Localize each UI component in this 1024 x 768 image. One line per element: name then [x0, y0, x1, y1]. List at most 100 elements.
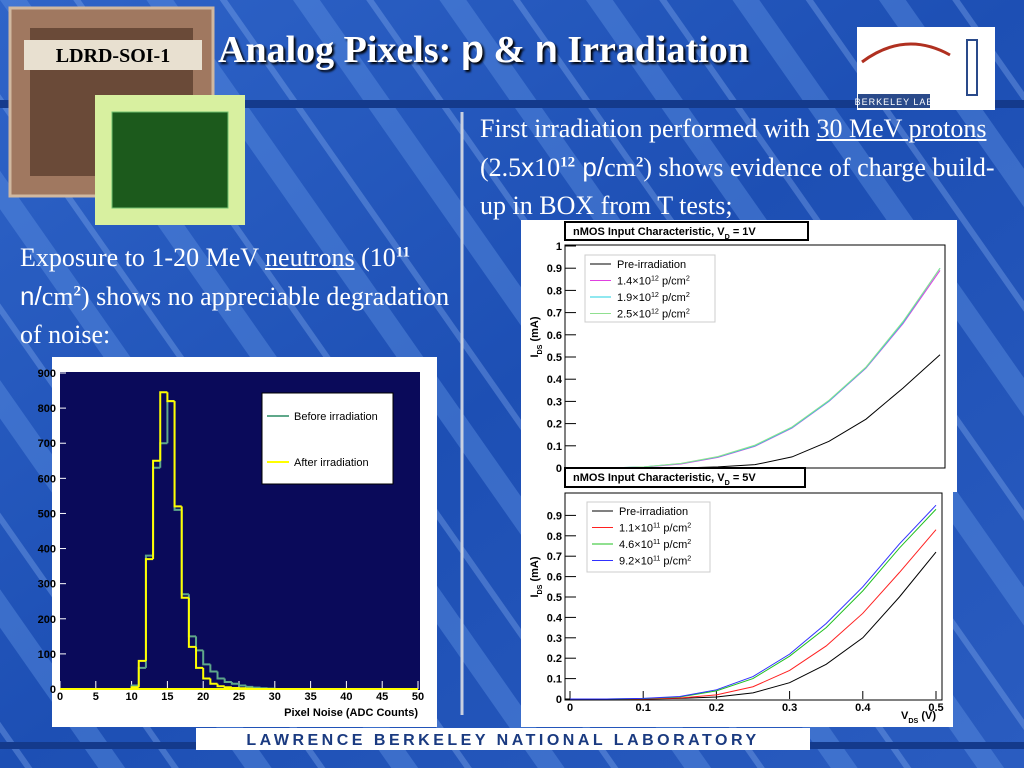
text-run: 12	[560, 154, 576, 171]
x-tick-label: 15	[161, 691, 173, 703]
hist-bin	[209, 678, 218, 685]
y-tick-label: 0.6	[547, 572, 562, 584]
x-tick-label: 0.4	[855, 702, 871, 714]
text-run: 1.9×10	[617, 292, 651, 304]
legend-label: 1.9×1012 p/cm2	[617, 291, 690, 304]
logo-label: BERKELEY LAB	[855, 97, 934, 107]
text-run: Pre-irradiation	[619, 506, 688, 518]
legend-label: 2.5×1012 p/cm2	[617, 308, 690, 321]
y-tick-label: 0	[556, 694, 562, 706]
text-run: &	[484, 29, 535, 71]
y-tick-label: 0.3	[547, 633, 562, 645]
text-run: 2	[687, 555, 691, 563]
text-run: 11	[653, 538, 660, 546]
text-run: 11	[395, 244, 410, 261]
text-run: 12	[651, 275, 659, 283]
text-run: 9.2×10	[619, 556, 653, 568]
series-line	[570, 504, 937, 700]
text-run: nMOS Input Characteristic, V	[573, 226, 725, 238]
y-tick-label: 0.6	[547, 330, 562, 342]
text-run: (mA)	[529, 316, 541, 344]
text-run: ) shows evidence of charge build-up in B…	[480, 153, 995, 220]
logo-arc	[861, 42, 951, 64]
y-tick-label: 0.5	[547, 352, 562, 364]
y-tick-label: 0.7	[547, 308, 562, 320]
text-run: 1.4×10	[617, 276, 651, 288]
y-axis-label: IDS (mA)	[529, 556, 544, 597]
x-tick-label: 10	[125, 691, 137, 703]
text-run: 11	[653, 555, 660, 563]
y-tick-label: 800	[38, 403, 56, 415]
y-tick-label: 0.4	[547, 612, 563, 624]
legend-label: 9.2×1011 p/cm2	[619, 555, 691, 568]
y-tick-label: 0.3	[547, 396, 562, 408]
x-tick-label: 20	[197, 691, 209, 703]
legend-label: Pre-irradiation	[617, 259, 686, 271]
text-run: Pre-irradiation	[617, 259, 686, 271]
text-run: p/cm	[659, 309, 686, 321]
hist-bin	[223, 686, 232, 689]
text-run: 2	[686, 275, 690, 283]
x-tick-label: 0	[567, 702, 573, 714]
text-run: p/cm	[659, 276, 686, 288]
y-axis-label: IDS (mA)	[529, 316, 544, 357]
text-run: 2	[686, 291, 690, 299]
x-tick-label: 0	[57, 691, 63, 703]
text-run: (V)	[918, 710, 936, 722]
text-run: p/cm	[660, 539, 687, 551]
x-tick-label: 5	[93, 691, 99, 703]
x-tick-label: 40	[340, 691, 352, 703]
legend-label: 1.4×1012 p/cm2	[617, 275, 690, 288]
hist-bin	[230, 686, 239, 689]
text-run: 2	[635, 154, 644, 171]
text-run: Irradiation	[558, 29, 749, 71]
text-run: ) shows no appreciable degradation of no…	[20, 282, 450, 349]
hist-bin	[180, 506, 189, 599]
hist-bin	[159, 391, 168, 461]
y-tick-label: 900	[38, 368, 56, 380]
hist-bin	[238, 683, 247, 687]
hist-bin	[187, 597, 197, 648]
text-run: 1.1×10	[619, 523, 653, 535]
y-tick-label: 700	[38, 438, 56, 450]
x-tick-label: 25	[233, 691, 245, 703]
text-run: (mA)	[529, 556, 541, 584]
text-run: 2	[687, 522, 691, 530]
y-tick-label: 300	[38, 579, 56, 591]
text-run: p/cm	[660, 556, 687, 568]
chart-title-box	[564, 467, 806, 488]
text-run: p/cm	[660, 523, 687, 535]
text-run: 12	[651, 308, 659, 316]
y-tick-label: 0.2	[547, 653, 562, 665]
y-tick-label: 500	[38, 508, 56, 520]
footer-box	[196, 728, 810, 750]
chart-title: nMOS Input Characteristic, VD = 1V	[573, 226, 756, 241]
chart-title-box	[564, 221, 809, 241]
x-tick-label: 50	[412, 691, 424, 703]
text-run: D	[725, 479, 730, 487]
text-run: 2	[687, 538, 691, 546]
hist-bin	[230, 681, 239, 685]
hist-bin	[130, 686, 139, 689]
header-rule	[0, 100, 1024, 108]
text-run: = 1V	[730, 226, 757, 238]
text-run: 30 MeV protons	[816, 114, 987, 143]
text-run: 2	[73, 283, 81, 300]
x-tick-label: 35	[304, 691, 316, 703]
text-run: neutrons	[265, 243, 355, 272]
y-tick-label: 0.4	[547, 374, 563, 386]
text-run: (2.5	[480, 153, 522, 182]
x-tick-label: 0.3	[782, 702, 797, 714]
hist-bin	[195, 646, 204, 669]
legend-label: After irradiation	[294, 457, 369, 469]
y-tick-label: 0.8	[547, 531, 562, 543]
y-tick-label: 600	[38, 473, 56, 485]
chart-title: nMOS Input Characteristic, VD = 5V	[573, 472, 756, 487]
y-tick-label: 1	[556, 241, 562, 253]
text-run: n	[535, 29, 558, 71]
text-run: First irradiation performed with	[480, 114, 817, 143]
hist-bin	[245, 685, 254, 688]
hist-bin	[173, 401, 182, 508]
text-run: 11	[653, 522, 660, 530]
